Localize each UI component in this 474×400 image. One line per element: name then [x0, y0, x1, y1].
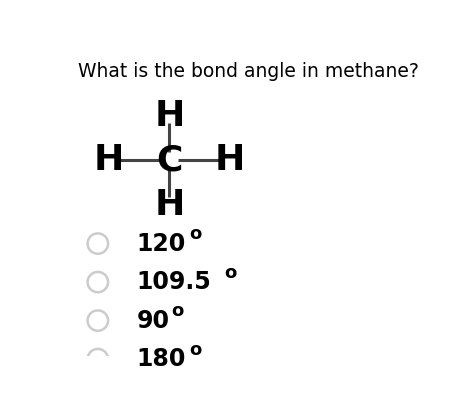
Text: o: o	[189, 341, 201, 359]
Text: H: H	[154, 99, 185, 133]
Ellipse shape	[88, 234, 108, 254]
Text: 90: 90	[137, 308, 169, 332]
Text: H: H	[215, 144, 245, 178]
Text: o: o	[172, 302, 184, 320]
Text: H: H	[94, 144, 124, 178]
Text: 109.5: 109.5	[137, 270, 211, 294]
Ellipse shape	[88, 349, 108, 369]
Text: 120: 120	[137, 232, 186, 256]
Text: What is the bond angle in methane?: What is the bond angle in methane?	[78, 62, 419, 81]
Ellipse shape	[88, 272, 108, 292]
Ellipse shape	[88, 310, 108, 331]
Text: H: H	[154, 188, 185, 222]
Text: o: o	[189, 225, 201, 243]
Text: C: C	[156, 144, 182, 178]
Text: o: o	[225, 264, 237, 282]
Text: 180: 180	[137, 347, 186, 371]
